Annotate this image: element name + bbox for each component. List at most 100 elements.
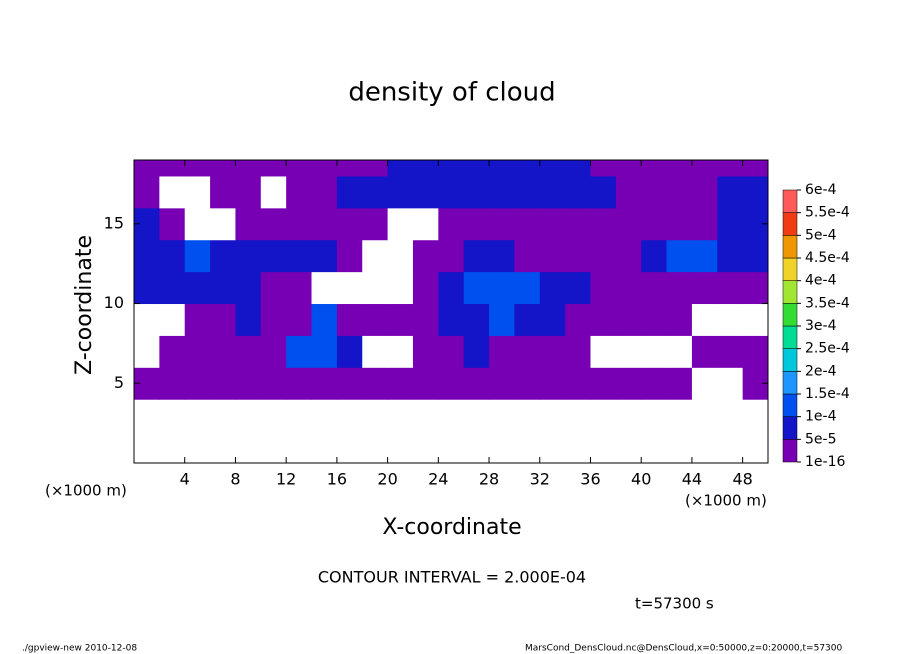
contour-cell [717, 175, 744, 209]
contour-cell [641, 303, 668, 336]
colorbar-box [782, 235, 798, 259]
contour-cell [336, 175, 363, 209]
colorbar-box [782, 348, 798, 372]
contour-cell [615, 175, 642, 209]
contour-cell [210, 367, 236, 400]
contour-cell [641, 175, 668, 209]
contour-cell [691, 160, 718, 177]
contour-cell [514, 239, 541, 273]
contour-cell [286, 431, 313, 463]
contour-cell [184, 160, 211, 177]
contour-cell [260, 335, 287, 368]
contour-cell [311, 175, 338, 209]
x-unit: (×1000 m) [685, 492, 767, 510]
contour-cell [260, 160, 287, 177]
contour-cell [489, 303, 515, 336]
contour-cell [615, 303, 642, 336]
contour-cell [311, 160, 338, 177]
contour-cell [260, 271, 287, 305]
contour-cell [565, 239, 591, 273]
contour-cell [134, 431, 160, 463]
x-tick-label: 28 [479, 470, 499, 489]
contour-cell [717, 431, 744, 463]
contour-cell [438, 239, 465, 273]
contour-cell [260, 431, 287, 463]
contour-cell [210, 431, 236, 463]
contour-cell [514, 160, 541, 177]
contour-cell [463, 160, 490, 177]
contour-cell [362, 367, 389, 400]
contour-cell [184, 271, 211, 305]
contour-cell [514, 367, 541, 400]
contour-cell [463, 431, 490, 463]
contour-cell [539, 239, 566, 273]
contour-cell [742, 399, 768, 432]
contour-cell [615, 399, 642, 432]
contour-cell [489, 335, 515, 368]
contour-cell [691, 239, 718, 273]
contour-cell [539, 303, 566, 336]
contour-cell [134, 175, 160, 209]
contour-cell [666, 367, 693, 400]
colorbar-label: 4.5e-4 [805, 250, 850, 266]
contour-cell [235, 431, 262, 463]
contour-cell [336, 335, 363, 368]
contour-cell [463, 335, 490, 368]
x-tick-label: 44 [682, 470, 702, 489]
contour-cell [565, 207, 591, 241]
contour-cell [134, 335, 160, 368]
contour-cell [514, 399, 541, 432]
contour-cell [489, 239, 515, 273]
contour-cell [336, 239, 363, 273]
contour-cell [159, 367, 186, 400]
colorbar-box [782, 212, 798, 236]
contour-cell [742, 271, 768, 305]
contour-cell [489, 431, 515, 463]
contour-cell [463, 175, 490, 209]
contour-cell [159, 239, 186, 273]
contour-cell [210, 303, 236, 336]
contour-cell [438, 160, 465, 177]
contour-cell [210, 399, 236, 432]
contour-cell [387, 303, 414, 336]
contour-cell [362, 239, 389, 273]
contour-cell [260, 239, 287, 273]
colorbar-label: 1e-16 [805, 454, 845, 470]
colorbar-box [782, 439, 798, 463]
contour-cell [565, 335, 591, 368]
chart-title: density of cloud [348, 78, 555, 108]
contour-cell [539, 271, 566, 305]
contour-cell [590, 207, 617, 241]
contour-cell [362, 271, 389, 305]
contour-cell [412, 335, 439, 368]
contour-cell [438, 431, 465, 463]
contour-cell [336, 160, 363, 177]
contour-cell [489, 271, 515, 305]
contour-cell [412, 431, 439, 463]
contour-cell [742, 239, 768, 273]
contour-cell [412, 175, 439, 209]
y-tick-label: 15 [104, 213, 124, 232]
contour-cell [184, 431, 211, 463]
contour-cell [717, 303, 744, 336]
contour-cell [362, 335, 389, 368]
contour-cell [210, 239, 236, 273]
contour-cell [565, 271, 591, 305]
contour-cell [235, 303, 262, 336]
contour-cell [286, 303, 313, 336]
contour-cell [387, 160, 414, 177]
contour-cell [387, 367, 414, 400]
contour-cell [362, 431, 389, 463]
contour-cell [336, 207, 363, 241]
contour-cell [666, 335, 693, 368]
contour-cell [666, 271, 693, 305]
time-note: t=57300 s [635, 595, 714, 613]
contour-cell [134, 239, 160, 273]
contour-cell [641, 160, 668, 177]
contour-cell [539, 399, 566, 432]
contour-cell [412, 271, 439, 305]
footer-right: MarsCond_DensCloud.nc@DensCloud,x=0:5000… [525, 644, 842, 654]
colorbar-label: 3e-4 [805, 318, 837, 334]
contour-cell [134, 271, 160, 305]
y-tick-label: 5 [114, 373, 124, 392]
